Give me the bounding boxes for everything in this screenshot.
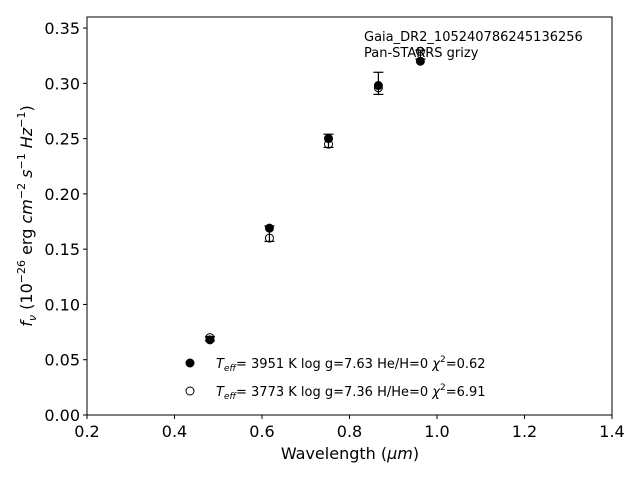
y-tick-label: 0.35 [44, 19, 80, 38]
x-tick-label: 1.2 [512, 422, 537, 441]
y-tick-label: 0.25 [44, 130, 80, 149]
model-point-filled [373, 81, 383, 91]
y-tick-label: 0.20 [44, 185, 80, 204]
x-tick-label: 0.4 [162, 422, 187, 441]
error-bars [204, 49, 426, 342]
model-point-filled [205, 335, 215, 345]
y-tick-label: 0.30 [44, 74, 80, 93]
model-point-filled [415, 56, 425, 66]
x-tick-label: 1.0 [424, 422, 449, 441]
legend-entry-1: Teff= 3951 K log g=7.63 He/H=0 χ2=0.62 [216, 355, 486, 374]
axis-ticks: 0.2 0.4 0.6 0.8 1.0 1.2 1.4 0.00 0.05 0.10 0.15 0.2… [44, 19, 624, 441]
x-tick-label: 1.4 [599, 422, 624, 441]
model-point-filled [264, 223, 274, 233]
annotation-survey: Pan-STARRS grizy [364, 46, 479, 61]
plot-frame [86, 16, 613, 416]
y-tick-label: 0.10 [44, 295, 80, 314]
y-tick-label: 0.15 [44, 240, 80, 259]
y-tick-label: 0.00 [44, 406, 80, 425]
legend-marker-open [185, 386, 195, 396]
x-tick-label: 0.2 [74, 422, 99, 441]
legend-entry-2: Teff= 3773 K log g=7.36 H/He=0 χ2=6.91 [216, 383, 486, 402]
model-point-open [205, 333, 215, 343]
x-axis-label: Wavelength (μm) [281, 444, 419, 463]
model-point-open [415, 46, 425, 56]
y-axis-label: fν (10−26 erg cm−2 s−1 Hz−1) [15, 105, 39, 326]
y-tick-label: 0.05 [44, 351, 80, 370]
x-tick-label: 0.8 [337, 422, 362, 441]
legend: Teff= 3951 K log g=7.63 He/H=0 χ2=0.62 T… [185, 355, 486, 402]
annotation-object-id: Gaia_DR2_105240786245136256 [364, 30, 583, 45]
data-markers [205, 46, 425, 345]
x-tick-label: 0.6 [249, 422, 274, 441]
model-point-open [373, 83, 383, 93]
legend-marker-filled [185, 358, 195, 368]
model-point-open [264, 233, 274, 243]
model-point-open [324, 139, 333, 149]
